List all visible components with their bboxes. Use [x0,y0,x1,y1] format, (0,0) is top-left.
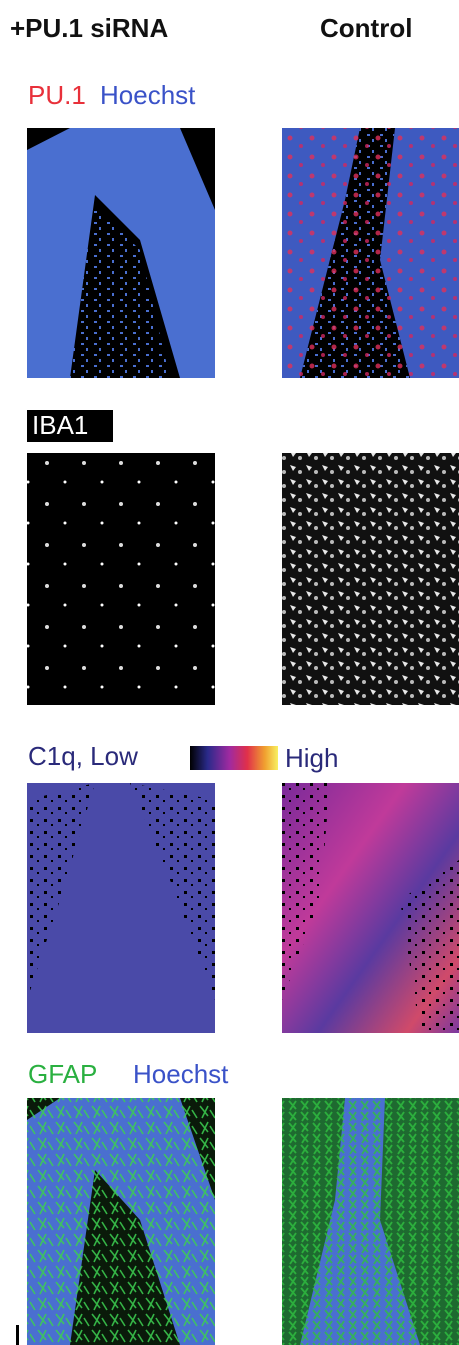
micrograph [282,453,459,705]
row-label: Hoechst [133,1059,229,1089]
micrograph [27,783,215,1033]
micrograph [282,783,459,1033]
colorbar [190,746,278,770]
row-label: High [285,743,338,773]
micrograph [27,128,215,378]
micrograph [27,1098,215,1345]
row-label: Hoechst [100,80,196,110]
column-header: Control [320,13,412,43]
micrograph [282,1098,459,1345]
row-label: C1q, Low [28,741,138,771]
micrograph [282,128,459,378]
column-header: +PU.1 siRNA [10,13,168,43]
scale-bar [16,1325,19,1345]
row-label: IBA1 [32,410,88,440]
label-box [27,410,113,442]
row-label: GFAP [28,1059,97,1089]
micrograph [27,453,215,705]
row-label: PU.1 [28,80,86,110]
